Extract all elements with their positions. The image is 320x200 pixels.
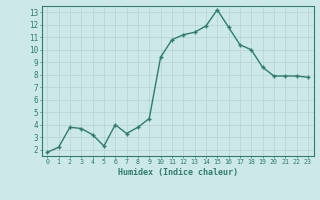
X-axis label: Humidex (Indice chaleur): Humidex (Indice chaleur)	[118, 168, 237, 177]
